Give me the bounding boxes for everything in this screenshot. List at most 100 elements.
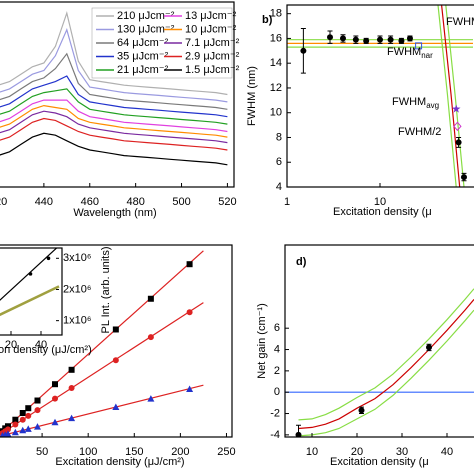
y-tick-label: 4 <box>276 181 282 193</box>
x-tick-label: 10 <box>374 196 386 208</box>
series-line <box>0 285 60 317</box>
marker <box>377 36 383 43</box>
marker <box>51 418 59 426</box>
series-line <box>0 75 228 118</box>
marker <box>451 104 461 113</box>
marker <box>460 174 467 181</box>
marker <box>352 36 359 43</box>
marker <box>363 37 370 44</box>
y-axis-label: FWHM (nm) <box>246 66 258 126</box>
legend-label: 64 μJcm⁻² <box>117 37 169 49</box>
series-line <box>298 309 474 437</box>
marker <box>426 344 432 351</box>
marker <box>12 416 19 423</box>
x-tick-label: 100 <box>79 446 97 458</box>
marker <box>387 36 394 43</box>
marker <box>68 414 76 422</box>
marker <box>147 395 155 402</box>
y-tick-label: 6 <box>276 156 282 168</box>
marker <box>24 425 32 432</box>
x-axis-label: Excitation density (μ <box>333 206 432 218</box>
series-line <box>0 99 228 133</box>
x-tick-label: 200 <box>171 446 189 458</box>
marker <box>415 42 423 50</box>
legend-label: 10 μJcm⁻² <box>185 23 237 35</box>
series-line <box>0 110 228 144</box>
plot-area <box>0 248 62 335</box>
y-tick-label: 2 <box>274 365 280 377</box>
series-line <box>437 5 457 187</box>
marker <box>186 385 194 392</box>
y-axis-label: Net gain (cm⁻¹) <box>256 303 268 379</box>
marker <box>25 412 32 419</box>
marker <box>68 385 75 392</box>
plot-area <box>287 5 473 187</box>
x-tick-label: 50 <box>36 446 48 458</box>
series-line <box>298 288 474 421</box>
y-tick-label: 0 <box>274 386 280 398</box>
legend-label: 35 μJcm⁻² <box>117 50 169 62</box>
x-tick-label: 40 <box>441 446 453 458</box>
marker <box>19 416 26 423</box>
y-axis-label: PL Int. (arb. units) <box>100 246 112 333</box>
marker <box>4 430 12 437</box>
series-line <box>0 52 228 110</box>
marker <box>358 407 365 414</box>
inset-background <box>0 248 62 335</box>
series-line <box>0 248 58 301</box>
x-tick-label: 250 <box>217 446 235 458</box>
marker <box>295 431 302 437</box>
x-axis-label: Excitation density (μ <box>330 456 429 468</box>
plot-area <box>0 250 204 437</box>
marker <box>11 428 19 436</box>
annotation: FWHMnar <box>387 46 433 60</box>
x-tick-label: 20 <box>5 339 17 351</box>
x-tick-label: 150 <box>125 446 143 458</box>
x-tick-label: 440 <box>35 196 53 208</box>
series-line <box>0 132 228 166</box>
x-tick-label: 40 <box>35 339 47 351</box>
axes-frame <box>0 1 235 188</box>
y-tick-label: 18 <box>270 8 282 20</box>
marker <box>33 423 41 430</box>
marker <box>186 261 193 268</box>
series-line <box>0 88 228 125</box>
annotation: b) <box>262 14 273 26</box>
axes-frame <box>284 244 474 438</box>
annotation: FWHM <box>446 16 474 28</box>
marker <box>34 397 41 404</box>
marker <box>327 34 334 41</box>
marker <box>147 295 154 302</box>
marker <box>52 381 58 388</box>
y-tick-label: -4 <box>270 429 280 441</box>
x-tick-label: 500 <box>172 196 190 208</box>
x-axis-label: on density (μJ/cm²) <box>0 344 92 356</box>
plot-area <box>0 10 228 166</box>
legend-label: 2.9 μJcm⁻² <box>185 50 240 62</box>
y-tick-label: 2x10⁶ <box>63 283 91 295</box>
marker <box>112 326 119 333</box>
y-tick-label: 14 <box>270 57 282 69</box>
marker <box>12 421 19 428</box>
annotation: d) <box>296 256 307 268</box>
legend-label: 13 μJcm⁻² <box>185 10 237 22</box>
x-axis-label: Wavelength (nm) <box>73 207 156 219</box>
x-tick-label: 520 <box>218 196 236 208</box>
x-tick-label: 460 <box>81 196 99 208</box>
series-line <box>445 5 465 187</box>
legend-label: 210 μJcm⁻² <box>117 10 175 22</box>
y-tick-label: 12 <box>270 82 282 94</box>
y-tick-label: 6 <box>274 322 280 334</box>
series-line <box>0 384 204 437</box>
marker <box>52 395 58 402</box>
marker <box>147 334 154 341</box>
marker <box>4 423 11 430</box>
x-tick-label: 30 <box>396 446 408 458</box>
marker <box>300 47 307 54</box>
x-tick-label: 420 <box>0 196 7 208</box>
marker <box>455 139 462 146</box>
marker <box>19 410 26 416</box>
marker <box>46 256 51 261</box>
legend-label: 7.1 μJcm⁻² <box>185 37 240 49</box>
